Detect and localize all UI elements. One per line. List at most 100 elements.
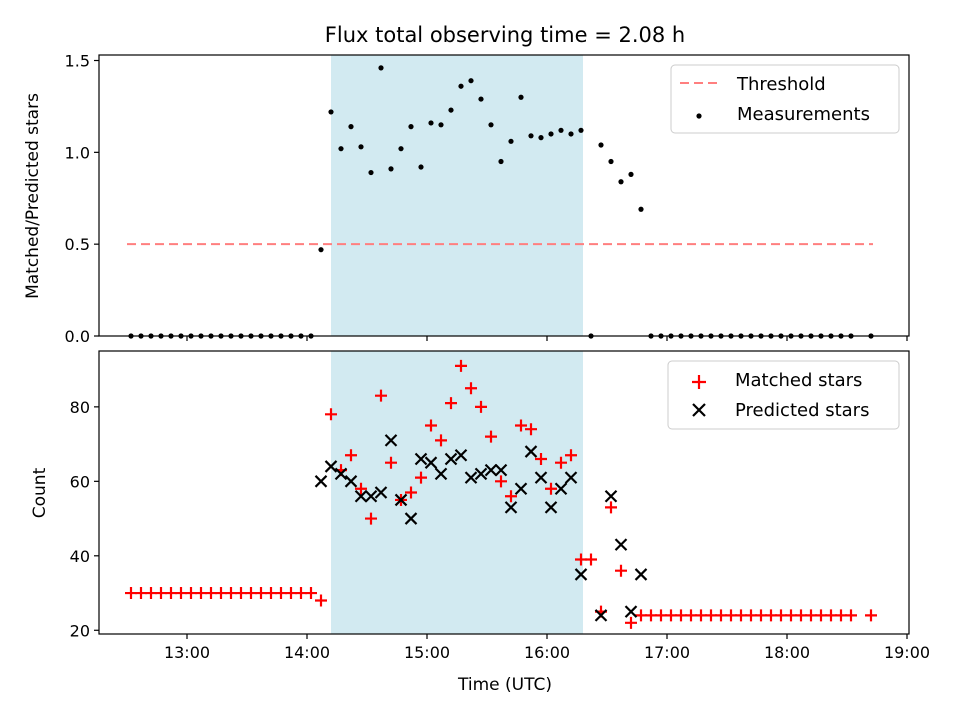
legend-predicted-swatch (692, 403, 706, 417)
predicted-point (424, 456, 438, 469)
matched-point (545, 482, 557, 495)
matched-point (405, 486, 417, 499)
measurement-point (568, 131, 574, 137)
matched-point (325, 408, 337, 421)
predicted-point (484, 463, 498, 477)
measurement-point (458, 83, 464, 89)
matched-point (425, 419, 437, 432)
predicted-point (384, 434, 398, 447)
chart-title: Flux total observing time = 2.08 h (325, 23, 685, 47)
predicted-point (404, 512, 418, 525)
legend-matched-label: Matched stars (735, 370, 862, 391)
measurement-point (578, 127, 584, 133)
measurement-point (468, 78, 474, 84)
measurement-point (398, 146, 404, 152)
x-tick-label: 18:00 (764, 643, 810, 662)
measurement-point (348, 124, 354, 130)
measurement-point (378, 65, 384, 71)
axes-frame-bottom (98, 350, 910, 635)
matched-point (445, 397, 457, 410)
predicted-point (574, 568, 588, 581)
matched-point (505, 490, 517, 503)
measurement-point (338, 146, 344, 152)
measurement-point (358, 144, 364, 150)
matched-point (625, 616, 637, 629)
measurement-point (368, 169, 374, 176)
measurement-point (428, 120, 434, 126)
predicted-point (394, 493, 408, 507)
predicted-point (314, 475, 328, 488)
predicted-point (604, 489, 618, 503)
measurement-point (478, 96, 484, 102)
measurement-point (438, 122, 444, 128)
predicted-point (514, 482, 528, 496)
measurement-point (388, 166, 394, 172)
predicted-point (324, 460, 338, 473)
predicted-point (594, 609, 608, 622)
legend-measurements-swatch (696, 113, 702, 119)
x-tick-label: 14:00 (284, 643, 330, 662)
predicted-point (534, 471, 548, 484)
legend-bottom: Matched stars Predicted stars (667, 360, 900, 430)
measurement-point (608, 158, 614, 165)
matched-point (475, 400, 487, 413)
measurement-point (628, 171, 634, 177)
x-ticks-bottom: 13:00 14:00 15:00 16:00 17:00 18:00 19:00 (164, 634, 930, 662)
matched-point (845, 609, 857, 622)
matched-point (455, 359, 467, 372)
matched-point (485, 430, 497, 443)
matched-point (375, 389, 387, 402)
measurement-point (538, 135, 544, 141)
axes-frame-top (98, 54, 910, 337)
matched-points (125, 359, 877, 629)
observing-span-bottom (331, 351, 583, 634)
matched-point (865, 609, 877, 622)
predicted-point (344, 475, 358, 488)
predicted-point (634, 568, 648, 581)
measurement-point (418, 164, 424, 170)
matched-point (305, 587, 317, 600)
predicted-point (364, 489, 378, 503)
y-tick-label: 1.5 (65, 52, 90, 71)
predicted-points (314, 434, 648, 622)
matched-point (355, 482, 367, 495)
observing-span-top (331, 55, 583, 336)
measurement-point (448, 107, 454, 113)
matched-point (345, 449, 357, 462)
matched-point (515, 419, 527, 432)
y-tick-label: 0.0 (65, 327, 90, 346)
x-tick-label: 19:00 (884, 643, 930, 662)
matched-point (495, 475, 507, 488)
legend-top: Threshold Measurements (670, 64, 900, 134)
predicted-point (414, 452, 428, 466)
measurement-point (318, 247, 324, 253)
matched-point (565, 449, 577, 462)
predicted-point (454, 448, 468, 462)
matched-point (535, 452, 547, 465)
measurement-point (508, 138, 514, 144)
legend-measurements-label: Measurements (737, 104, 870, 125)
measurement-point (558, 127, 564, 133)
predicted-point (614, 538, 628, 551)
legend-predicted-label: Predicted stars (735, 400, 869, 421)
measurement-point (408, 124, 414, 130)
measurement-point (498, 158, 504, 165)
y-tick-label: 20 (70, 621, 90, 640)
matched-point (555, 456, 567, 469)
y-tick-label: 40 (70, 547, 90, 566)
x-tick-label: 16:00 (524, 643, 570, 662)
predicted-point (544, 501, 558, 514)
measurement-point (548, 131, 554, 137)
legend-frame-top (670, 64, 900, 134)
y-axis-label-top: Matched/Predicted stars (23, 93, 43, 299)
predicted-point (564, 471, 578, 484)
predicted-point (624, 605, 638, 618)
matched-point (605, 501, 617, 514)
x-tick-label: 17:00 (644, 643, 690, 662)
matched-point (465, 382, 477, 395)
measurement-point (518, 94, 524, 100)
measurement-point (328, 109, 334, 115)
matched-point (615, 564, 627, 577)
matched-point (415, 471, 427, 484)
